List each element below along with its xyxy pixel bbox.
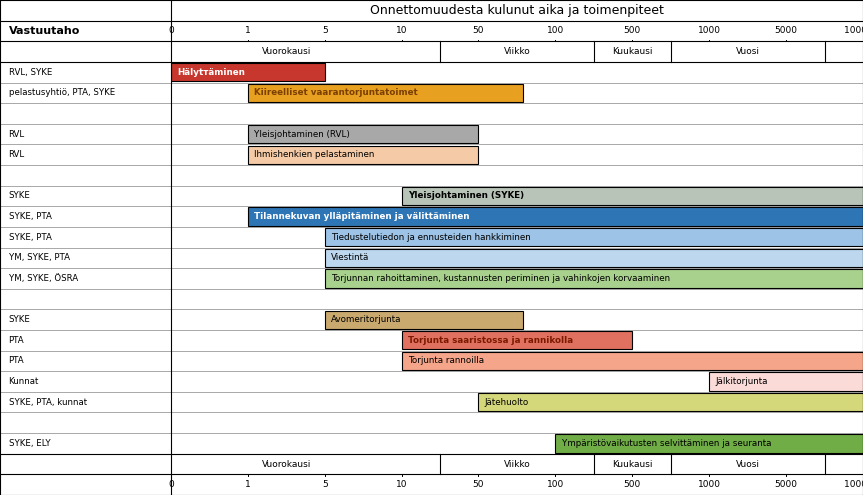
Text: 100: 100 xyxy=(547,26,564,36)
Text: 1: 1 xyxy=(245,480,250,489)
Text: 10000 h: 10000 h xyxy=(844,26,863,36)
Text: 50: 50 xyxy=(473,26,484,36)
Bar xyxy=(709,372,863,391)
Text: 0: 0 xyxy=(168,26,173,36)
Bar xyxy=(248,125,478,143)
Bar xyxy=(401,187,863,205)
Text: Tiedustelutiedon ja ennusteiden hankkiminen: Tiedustelutiedon ja ennusteiden hankkimi… xyxy=(331,233,531,242)
Bar xyxy=(248,207,863,226)
Text: Onnettomuudesta kulunut aika ja toimenpiteet: Onnettomuudesta kulunut aika ja toimenpi… xyxy=(370,4,664,17)
Text: Viestintä: Viestintä xyxy=(331,253,369,262)
Text: 100: 100 xyxy=(547,480,564,489)
Text: Kuukausi: Kuukausi xyxy=(612,47,652,56)
Text: 5: 5 xyxy=(322,26,328,36)
Text: SYKE, PTA, kunnat: SYKE, PTA, kunnat xyxy=(9,397,86,407)
Text: PTA: PTA xyxy=(9,336,24,345)
Text: Torjunta rannoilla: Torjunta rannoilla xyxy=(407,356,484,365)
Text: Kuukausi: Kuukausi xyxy=(612,459,652,469)
Text: pelastusyhtiö, PTA, SYKE: pelastusyhtiö, PTA, SYKE xyxy=(9,88,115,98)
Text: SYKE: SYKE xyxy=(9,315,30,324)
Text: Kunnat: Kunnat xyxy=(9,377,39,386)
Bar xyxy=(324,269,863,288)
Bar xyxy=(324,311,524,329)
Text: Vuosi: Vuosi xyxy=(735,459,759,469)
Text: Jätehuolto: Jätehuolto xyxy=(485,397,529,407)
Text: Jälkitorjunta: Jälkitorjunta xyxy=(715,377,768,386)
Text: Kiireelliset vaarantorjuntatoimet: Kiireelliset vaarantorjuntatoimet xyxy=(254,88,418,98)
Bar xyxy=(324,248,863,267)
Bar xyxy=(248,84,524,102)
Text: Yleisjohtaminen (RVL): Yleisjohtaminen (RVL) xyxy=(254,130,350,139)
Text: YM, SYKE, PTA: YM, SYKE, PTA xyxy=(9,253,70,262)
Text: 10: 10 xyxy=(396,480,407,489)
Bar xyxy=(248,146,478,164)
Text: Viikko: Viikko xyxy=(504,47,530,56)
Text: SYKE, ELY: SYKE, ELY xyxy=(9,439,50,448)
Bar xyxy=(171,63,324,81)
Bar xyxy=(478,393,863,411)
Text: 500: 500 xyxy=(624,480,641,489)
Text: Tilannekuvan ylläpitäminen ja välittäminen: Tilannekuvan ylläpitäminen ja välittämin… xyxy=(254,212,469,221)
Text: Vuosi: Vuosi xyxy=(735,47,759,56)
Text: Yleisjohtaminen (SYKE): Yleisjohtaminen (SYKE) xyxy=(407,192,524,200)
Text: Ihmishenkien pelastaminen: Ihmishenkien pelastaminen xyxy=(254,150,375,159)
Text: Viikko: Viikko xyxy=(504,459,530,469)
Text: PTA: PTA xyxy=(9,356,24,365)
Text: 1000: 1000 xyxy=(697,26,721,36)
Text: RVL: RVL xyxy=(9,150,25,159)
Text: Vastuutaho: Vastuutaho xyxy=(9,26,80,36)
Text: 10: 10 xyxy=(396,26,407,36)
Bar xyxy=(401,331,633,349)
Text: 5000: 5000 xyxy=(775,480,797,489)
Text: Torjunnan rahoittaminen, kustannusten periminen ja vahinkojen korvaaminen: Torjunnan rahoittaminen, kustannusten pe… xyxy=(331,274,670,283)
Text: 5000: 5000 xyxy=(775,26,797,36)
Text: Vuorokausi: Vuorokausi xyxy=(261,459,311,469)
Text: SYKE, PTA: SYKE, PTA xyxy=(9,212,52,221)
Text: 1: 1 xyxy=(245,26,250,36)
Text: 500: 500 xyxy=(624,26,641,36)
Text: RVL, SYKE: RVL, SYKE xyxy=(9,68,52,77)
Text: SYKE: SYKE xyxy=(9,192,30,200)
Text: Torjunta saaristossa ja rannikolla: Torjunta saaristossa ja rannikolla xyxy=(407,336,573,345)
Text: Vuorokausi: Vuorokausi xyxy=(261,47,311,56)
Text: Hälytтäminen: Hälytтäminen xyxy=(177,68,245,77)
Bar xyxy=(401,352,863,370)
Text: 1000: 1000 xyxy=(697,480,721,489)
Text: Ympäristövaikutusten selvittäminen ja seuranta: Ympäristövaikutusten selvittäminen ja se… xyxy=(562,439,771,448)
Text: SYKE, PTA: SYKE, PTA xyxy=(9,233,52,242)
Text: 0: 0 xyxy=(168,480,173,489)
Bar xyxy=(324,228,863,247)
Text: YM, SYKE, ÖSRA: YM, SYKE, ÖSRA xyxy=(9,274,78,283)
Text: Avomeritorjunta: Avomeritorjunta xyxy=(331,315,401,324)
Text: 10000 h: 10000 h xyxy=(844,480,863,489)
Text: RVL: RVL xyxy=(9,130,25,139)
Text: 50: 50 xyxy=(473,480,484,489)
Bar xyxy=(556,435,863,452)
Text: 5: 5 xyxy=(322,480,328,489)
